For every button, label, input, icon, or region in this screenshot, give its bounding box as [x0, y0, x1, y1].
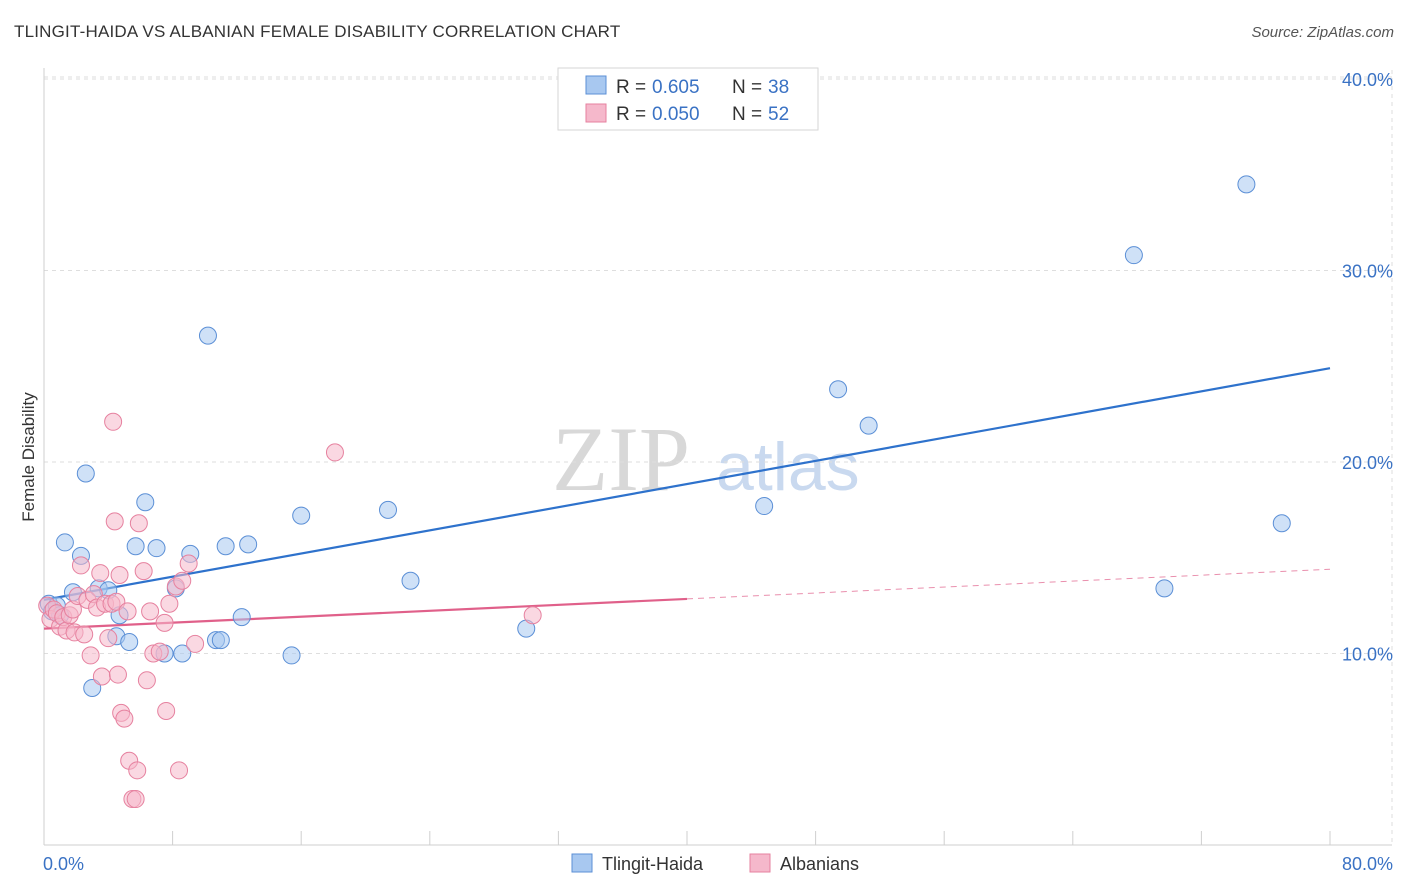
- albanians-point-42: [160, 594, 179, 613]
- tlingit-haida-point-15: [136, 493, 155, 512]
- legend-r-label-1: R =: [616, 77, 646, 98]
- albanians-point-34: [129, 514, 148, 533]
- tlingit-haida-point-19: [173, 644, 192, 663]
- albanians-point-25: [108, 665, 127, 684]
- tlingit-haida-point-4: [55, 533, 74, 552]
- x-tick-label-1: 80.0%: [1342, 854, 1393, 874]
- albanians-point-35: [134, 562, 153, 581]
- watermark-zip: ZIP: [552, 408, 690, 510]
- tlingit-haida-point-26: [239, 535, 258, 554]
- albanians-point-22: [104, 412, 123, 431]
- legend-r-value-2: 0.050: [652, 104, 700, 125]
- y-tick-label-1: 20.0%: [1342, 453, 1393, 473]
- albanians-point-36: [137, 671, 156, 690]
- albanians-point-29: [118, 602, 137, 621]
- albanians-point-28: [115, 709, 134, 728]
- tlingit-haida-point-28: [292, 506, 311, 525]
- albanians-point-32: [126, 790, 145, 809]
- tlingit-haida-point-38: [1272, 514, 1291, 533]
- gridlines: [44, 70, 1393, 845]
- trend-lines: [43, 367, 1331, 630]
- tlingit-haida-point-16: [147, 539, 166, 558]
- bottom-legend: Tlingit-Haida Albanians: [571, 853, 859, 874]
- tlingit-haida-point-35: [1124, 246, 1143, 265]
- tlingit-haida-point-24: [216, 537, 235, 556]
- bottom-legend-label-2: Albanians: [780, 854, 859, 874]
- legend-r-value-1: 0.605: [652, 77, 700, 98]
- legend-n-label-1: N =: [732, 77, 762, 98]
- legend-swatch-blue: [585, 75, 607, 95]
- albanians-point-12: [75, 625, 94, 644]
- albanians-point-33: [128, 761, 147, 780]
- tlingit-haida-point-34: [859, 416, 878, 435]
- albanians-point-17: [91, 564, 110, 583]
- chart-title: TLINGIT-HAIDA VS ALBANIAN FEMALE DISABIL…: [14, 22, 621, 41]
- legend-swatch-pink: [585, 103, 607, 123]
- x-tick-label-0: 0.0%: [43, 854, 84, 874]
- data-points: [38, 175, 1291, 809]
- bottom-legend-swatch-blue: [571, 853, 593, 873]
- axes: [43, 68, 1392, 846]
- tlingit-haida-trend-line: [43, 367, 1331, 601]
- tlingit-haida-point-36: [1155, 579, 1174, 598]
- tlingit-haida-point-32: [755, 497, 774, 516]
- legend-n-label-2: N =: [732, 104, 762, 125]
- y-tick-label-2: 30.0%: [1342, 262, 1393, 282]
- tlingit-haida-point-21: [198, 326, 217, 345]
- albanians-point-11: [71, 556, 90, 575]
- tlingit-haida-point-33: [829, 380, 848, 399]
- source-label: Source: ZipAtlas.com: [1251, 24, 1394, 41]
- albanians-point-20: [99, 629, 118, 648]
- y-tick-label-0: 10.0%: [1342, 645, 1393, 665]
- bottom-legend-swatch-pink: [749, 853, 771, 873]
- albanians-point-47: [186, 634, 205, 653]
- bottom-legend-label-1: Tlingit-Haida: [602, 854, 704, 874]
- tlingit-haida-point-30: [401, 571, 420, 590]
- tlingit-haida-point-37: [1237, 175, 1256, 194]
- albanians-point-23: [105, 512, 124, 531]
- stats-legend: R = 0.605 N = 38 R = 0.050 N = 52: [557, 67, 819, 131]
- legend-n-value-1: 38: [768, 77, 789, 98]
- albanians-point-40: [155, 613, 174, 632]
- albanians-point-46: [179, 554, 198, 573]
- watermark-atlas: atlas: [716, 429, 860, 505]
- albanians-point-49: [523, 606, 542, 625]
- albanians-point-48: [325, 443, 344, 462]
- albanians-point-26: [110, 565, 129, 584]
- albanians-trend-line-extension: [686, 568, 1331, 600]
- albanians-point-41: [157, 701, 176, 720]
- albanians-point-14: [81, 646, 100, 665]
- watermark: ZIP atlas: [552, 408, 860, 510]
- albanians-point-37: [141, 602, 160, 621]
- albanians-point-39: [150, 642, 169, 661]
- tlingit-haida-point-13: [120, 633, 139, 652]
- y-axis-label: Female Disability: [19, 392, 38, 522]
- tlingit-haida-point-25: [232, 608, 251, 627]
- y-tick-label-3: 40.0%: [1342, 70, 1393, 90]
- albanians-point-45: [173, 571, 192, 590]
- albanians-point-44: [170, 761, 189, 780]
- albanians-trend-line: [43, 597, 688, 630]
- albanians-point-18: [92, 667, 111, 686]
- tlingit-haida-point-8: [83, 678, 102, 697]
- tlingit-haida-point-29: [379, 500, 398, 519]
- tick-labels: 10.0% 20.0% 30.0% 40.0% 0.0% 80.0%: [43, 70, 1393, 874]
- tlingit-haida-point-7: [76, 464, 95, 483]
- legend-r-label-2: R =: [616, 104, 646, 125]
- tlingit-haida-point-27: [282, 646, 301, 665]
- tlingit-haida-point-23: [211, 631, 230, 650]
- tlingit-haida-point-14: [126, 537, 145, 556]
- legend-n-value-2: 52: [768, 104, 789, 125]
